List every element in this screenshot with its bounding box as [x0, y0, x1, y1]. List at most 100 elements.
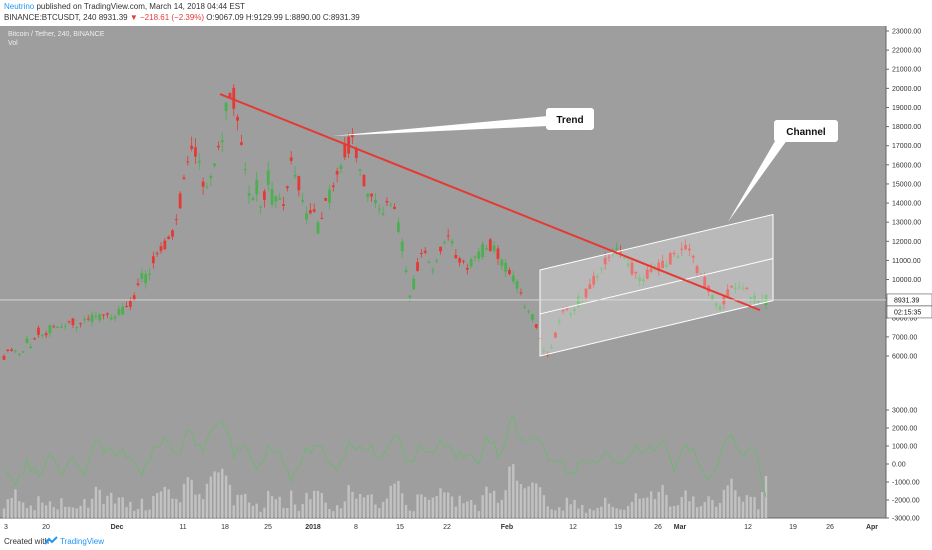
volume-bar	[282, 507, 285, 518]
candle-body	[622, 257, 626, 259]
volume-bar	[473, 504, 477, 518]
volume-bar	[41, 502, 44, 518]
volume-ma-line	[3, 413, 767, 498]
volume-bar	[255, 503, 258, 518]
volume-bar	[588, 508, 592, 518]
candle-body	[159, 246, 163, 251]
volume-bar	[527, 486, 530, 518]
volume-bar	[201, 499, 205, 518]
candle-body	[469, 258, 473, 267]
candle-body	[550, 347, 553, 349]
volume-bar	[749, 496, 752, 518]
volume-bar	[274, 499, 278, 518]
candle-body	[251, 197, 255, 201]
volume-tick-label: -1000.00	[892, 480, 920, 487]
author-link[interactable]: Neutrino	[4, 2, 35, 11]
volume-bar	[366, 494, 369, 518]
price-tick-label: 13000.00	[892, 220, 921, 227]
candle-body	[630, 262, 634, 275]
candle-body	[473, 256, 477, 258]
candle-body	[465, 267, 469, 270]
candle-body	[397, 222, 400, 232]
volume-bar	[175, 498, 178, 518]
candle-body	[404, 270, 408, 272]
candle-body	[75, 327, 79, 329]
volume-bar	[378, 508, 381, 518]
candle-body	[182, 177, 186, 180]
tradingview-brand[interactable]: TradingView	[60, 537, 105, 546]
volume-bar	[251, 505, 255, 518]
volume-bar	[224, 475, 228, 518]
candle-body	[523, 306, 527, 308]
candle-body	[83, 319, 86, 321]
volume-bar	[335, 505, 339, 518]
volume-tick-label: 3000.00	[892, 408, 917, 415]
candle-body	[454, 254, 458, 259]
volume-bar	[25, 508, 29, 518]
candle-body	[10, 349, 14, 352]
candle-body	[29, 346, 33, 348]
price-tick-label: 10000.00	[892, 277, 921, 284]
price-tick-label: 6000.00	[892, 354, 917, 361]
candle-body	[389, 204, 393, 206]
candle-body	[52, 326, 56, 328]
volume-bar	[121, 497, 124, 518]
volume-bar	[688, 501, 691, 518]
volume-bar	[404, 504, 408, 518]
price-chart[interactable]: Bitcoin / Tether, 240, BINANCE Vol 6000.00…	[0, 26, 932, 534]
volume-bar	[198, 494, 201, 518]
candle-body	[546, 354, 550, 356]
candle-body	[695, 266, 699, 273]
volume-bar	[469, 499, 473, 518]
candle-body	[140, 273, 144, 279]
volume-bar	[634, 493, 638, 518]
candle-body	[14, 350, 17, 352]
volume-bar	[481, 495, 484, 518]
candle-body	[270, 188, 274, 205]
price-tick-label: 17000.00	[892, 143, 921, 150]
candle-body	[25, 338, 29, 344]
candle-body	[366, 193, 370, 197]
candle-body	[301, 199, 305, 202]
volume-bar	[535, 483, 538, 518]
price-tick-label: 8000.00	[892, 315, 917, 322]
candle-body	[626, 263, 630, 266]
volume-bar	[489, 493, 492, 518]
candle-body	[688, 248, 691, 251]
volume-bar	[715, 506, 718, 518]
candle-body	[335, 171, 339, 175]
candle-body	[615, 248, 619, 250]
volume-bar	[113, 503, 117, 518]
candle-body	[48, 324, 52, 334]
candle-body	[109, 317, 113, 320]
time-tick-label: 8	[354, 524, 358, 531]
volume-bar	[190, 479, 193, 518]
candle-body	[496, 248, 500, 260]
candle-body	[121, 306, 125, 315]
volume-bar	[653, 499, 657, 518]
trend-callout-pointer	[332, 116, 548, 136]
price-tick-label: 12000.00	[892, 239, 921, 246]
candle-body	[163, 240, 167, 250]
candle-body	[412, 278, 416, 290]
candle-body	[485, 248, 488, 250]
volume-bar	[64, 506, 67, 518]
candle-body	[197, 160, 201, 163]
candle-body	[278, 198, 282, 200]
volume-tick-label: -2000.00	[892, 498, 920, 505]
volume-bar	[155, 493, 159, 518]
time-tick-label: 19	[614, 524, 622, 531]
volume-bar	[542, 495, 546, 518]
candle-body	[21, 351, 25, 353]
volume-bar	[75, 508, 78, 518]
candle-body	[102, 314, 105, 316]
volume-bar	[125, 506, 128, 518]
candle-body	[408, 295, 412, 298]
volume-bar	[584, 512, 588, 518]
candle-body	[492, 245, 496, 251]
volume-bar	[565, 497, 569, 518]
candle-body	[561, 310, 565, 312]
candle-body	[17, 354, 21, 356]
candle-body	[722, 294, 726, 305]
time-tick-label: 11	[179, 524, 186, 531]
